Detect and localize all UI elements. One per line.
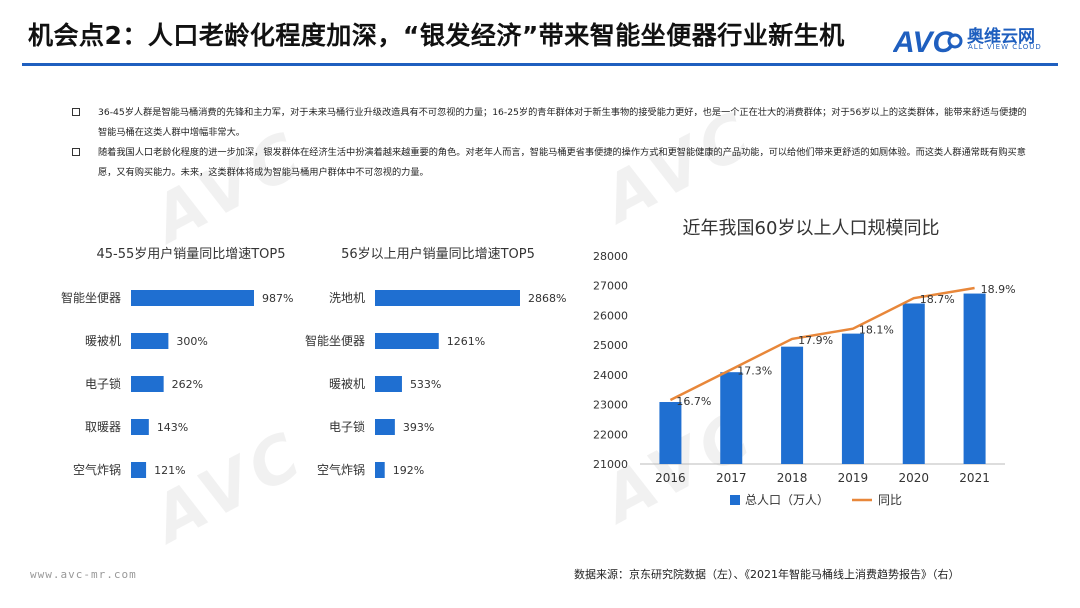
category-label: 智能坐便器 xyxy=(305,333,365,348)
legend-label: 同比 xyxy=(878,493,902,507)
bar xyxy=(963,293,986,464)
category-label: 暖被机 xyxy=(329,377,365,391)
line-data-label: 16.7% xyxy=(676,395,711,408)
bar xyxy=(375,290,520,306)
bar xyxy=(131,333,169,349)
line-data-label: 18.7% xyxy=(920,293,955,306)
y-tick-label: 22000 xyxy=(593,428,628,441)
bullet-text: 随着我国人口老龄化程度的进一步加深，银发群体在经济生活中扮演着越来越重要的角色。… xyxy=(98,147,1026,178)
y-tick-label: 25000 xyxy=(593,339,628,352)
data-label: 1261% xyxy=(447,335,485,348)
chart-title: 56岁以上用户销量同比增速TOP5 xyxy=(341,246,535,262)
square-bullet-icon xyxy=(72,108,80,116)
category-label: 暖被机 xyxy=(85,334,121,348)
x-tick-label: 2016 xyxy=(655,471,686,485)
x-tick-label: 2020 xyxy=(898,471,929,485)
data-label: 121% xyxy=(154,464,185,477)
y-tick-label: 26000 xyxy=(593,309,628,322)
y-tick-label: 24000 xyxy=(593,369,628,382)
page-title: 机会点2：人口老龄化程度加深，“银发经济”带来智能坐便器行业新生机 xyxy=(28,21,845,50)
bar xyxy=(659,402,682,464)
data-label: 300% xyxy=(176,335,207,348)
data-label: 533% xyxy=(410,378,441,391)
category-label: 空气炸锅 xyxy=(73,462,121,477)
x-tick-label: 2017 xyxy=(716,471,747,485)
y-tick-label: 23000 xyxy=(593,399,628,412)
category-label: 电子锁 xyxy=(85,376,121,391)
bullet-item: 随着我国人口老龄化程度的进一步加深，银发群体在经济生活中扮演着越来越重要的角色。… xyxy=(72,143,1027,183)
avc-logo: AVC xyxy=(893,26,963,58)
line-data-label: 18.9% xyxy=(981,283,1016,296)
bullet-text: 36-45岁人群是智能马桶消费的先锋和主力军，对于未来马桶行业升级改造具有不可忽… xyxy=(98,107,1027,138)
bullet-item: 36-45岁人群是智能马桶消费的先锋和主力军，对于未来马桶行业升级改造具有不可忽… xyxy=(72,103,1027,143)
title-divider xyxy=(22,63,1058,66)
bar xyxy=(131,290,254,306)
x-tick-label: 2019 xyxy=(838,471,869,485)
legend-label: 总人口（万人） xyxy=(745,493,829,507)
line-data-label: 18.1% xyxy=(859,324,894,337)
growth-line xyxy=(669,286,975,402)
bar xyxy=(375,419,395,435)
square-bullet-icon xyxy=(72,148,80,156)
data-label: 393% xyxy=(403,421,434,434)
website-watermark: www.avc-mr.com xyxy=(30,568,137,581)
x-tick-label: 2018 xyxy=(777,471,808,485)
category-label: 取暖器 xyxy=(85,420,121,434)
x-tick-label: 2021 xyxy=(959,471,990,485)
bullet-list: 36-45岁人群是智能马桶消费的先锋和主力军，对于未来马桶行业升级改造具有不可忽… xyxy=(72,103,1027,183)
line-data-label: 17.9% xyxy=(798,334,833,347)
data-source: 数据来源：京东研究院数据（左）、《2021年智能马桶线上消费趋势报告》（右） xyxy=(574,568,960,581)
bar xyxy=(720,372,743,464)
chart-title: 近年我国60岁以上人口规模同比 xyxy=(683,218,940,239)
data-label: 987% xyxy=(262,292,293,305)
bar xyxy=(781,346,804,464)
bar xyxy=(841,333,864,464)
y-tick-label: 28000 xyxy=(593,250,628,263)
line-data-label: 17.3% xyxy=(737,364,772,377)
bar xyxy=(375,376,402,392)
y-tick-label: 21000 xyxy=(593,458,628,471)
data-label: 143% xyxy=(157,421,188,434)
category-label: 空气炸锅 xyxy=(317,462,365,477)
bar xyxy=(131,419,149,435)
svg-text:AVC: AVC xyxy=(893,26,955,58)
logo-text: 奥维云网 xyxy=(967,27,1035,47)
bar xyxy=(375,462,385,478)
bar xyxy=(375,333,439,349)
category-label: 智能坐便器 xyxy=(61,290,121,305)
data-label: 192% xyxy=(393,464,424,477)
bar xyxy=(131,462,147,478)
y-tick-label: 27000 xyxy=(593,280,628,293)
legend-swatch-bar xyxy=(730,495,740,505)
data-label: 262% xyxy=(172,378,203,391)
category-label: 洗地机 xyxy=(329,291,365,305)
category-label: 电子锁 xyxy=(329,419,365,434)
data-label: 2868% xyxy=(528,292,566,305)
chart-title: 45-55岁用户销量同比增速TOP5 xyxy=(96,246,285,262)
bar xyxy=(131,376,164,392)
bar xyxy=(902,303,925,464)
logo-subtitle: ALL VIEW CLOUD xyxy=(968,43,1042,51)
